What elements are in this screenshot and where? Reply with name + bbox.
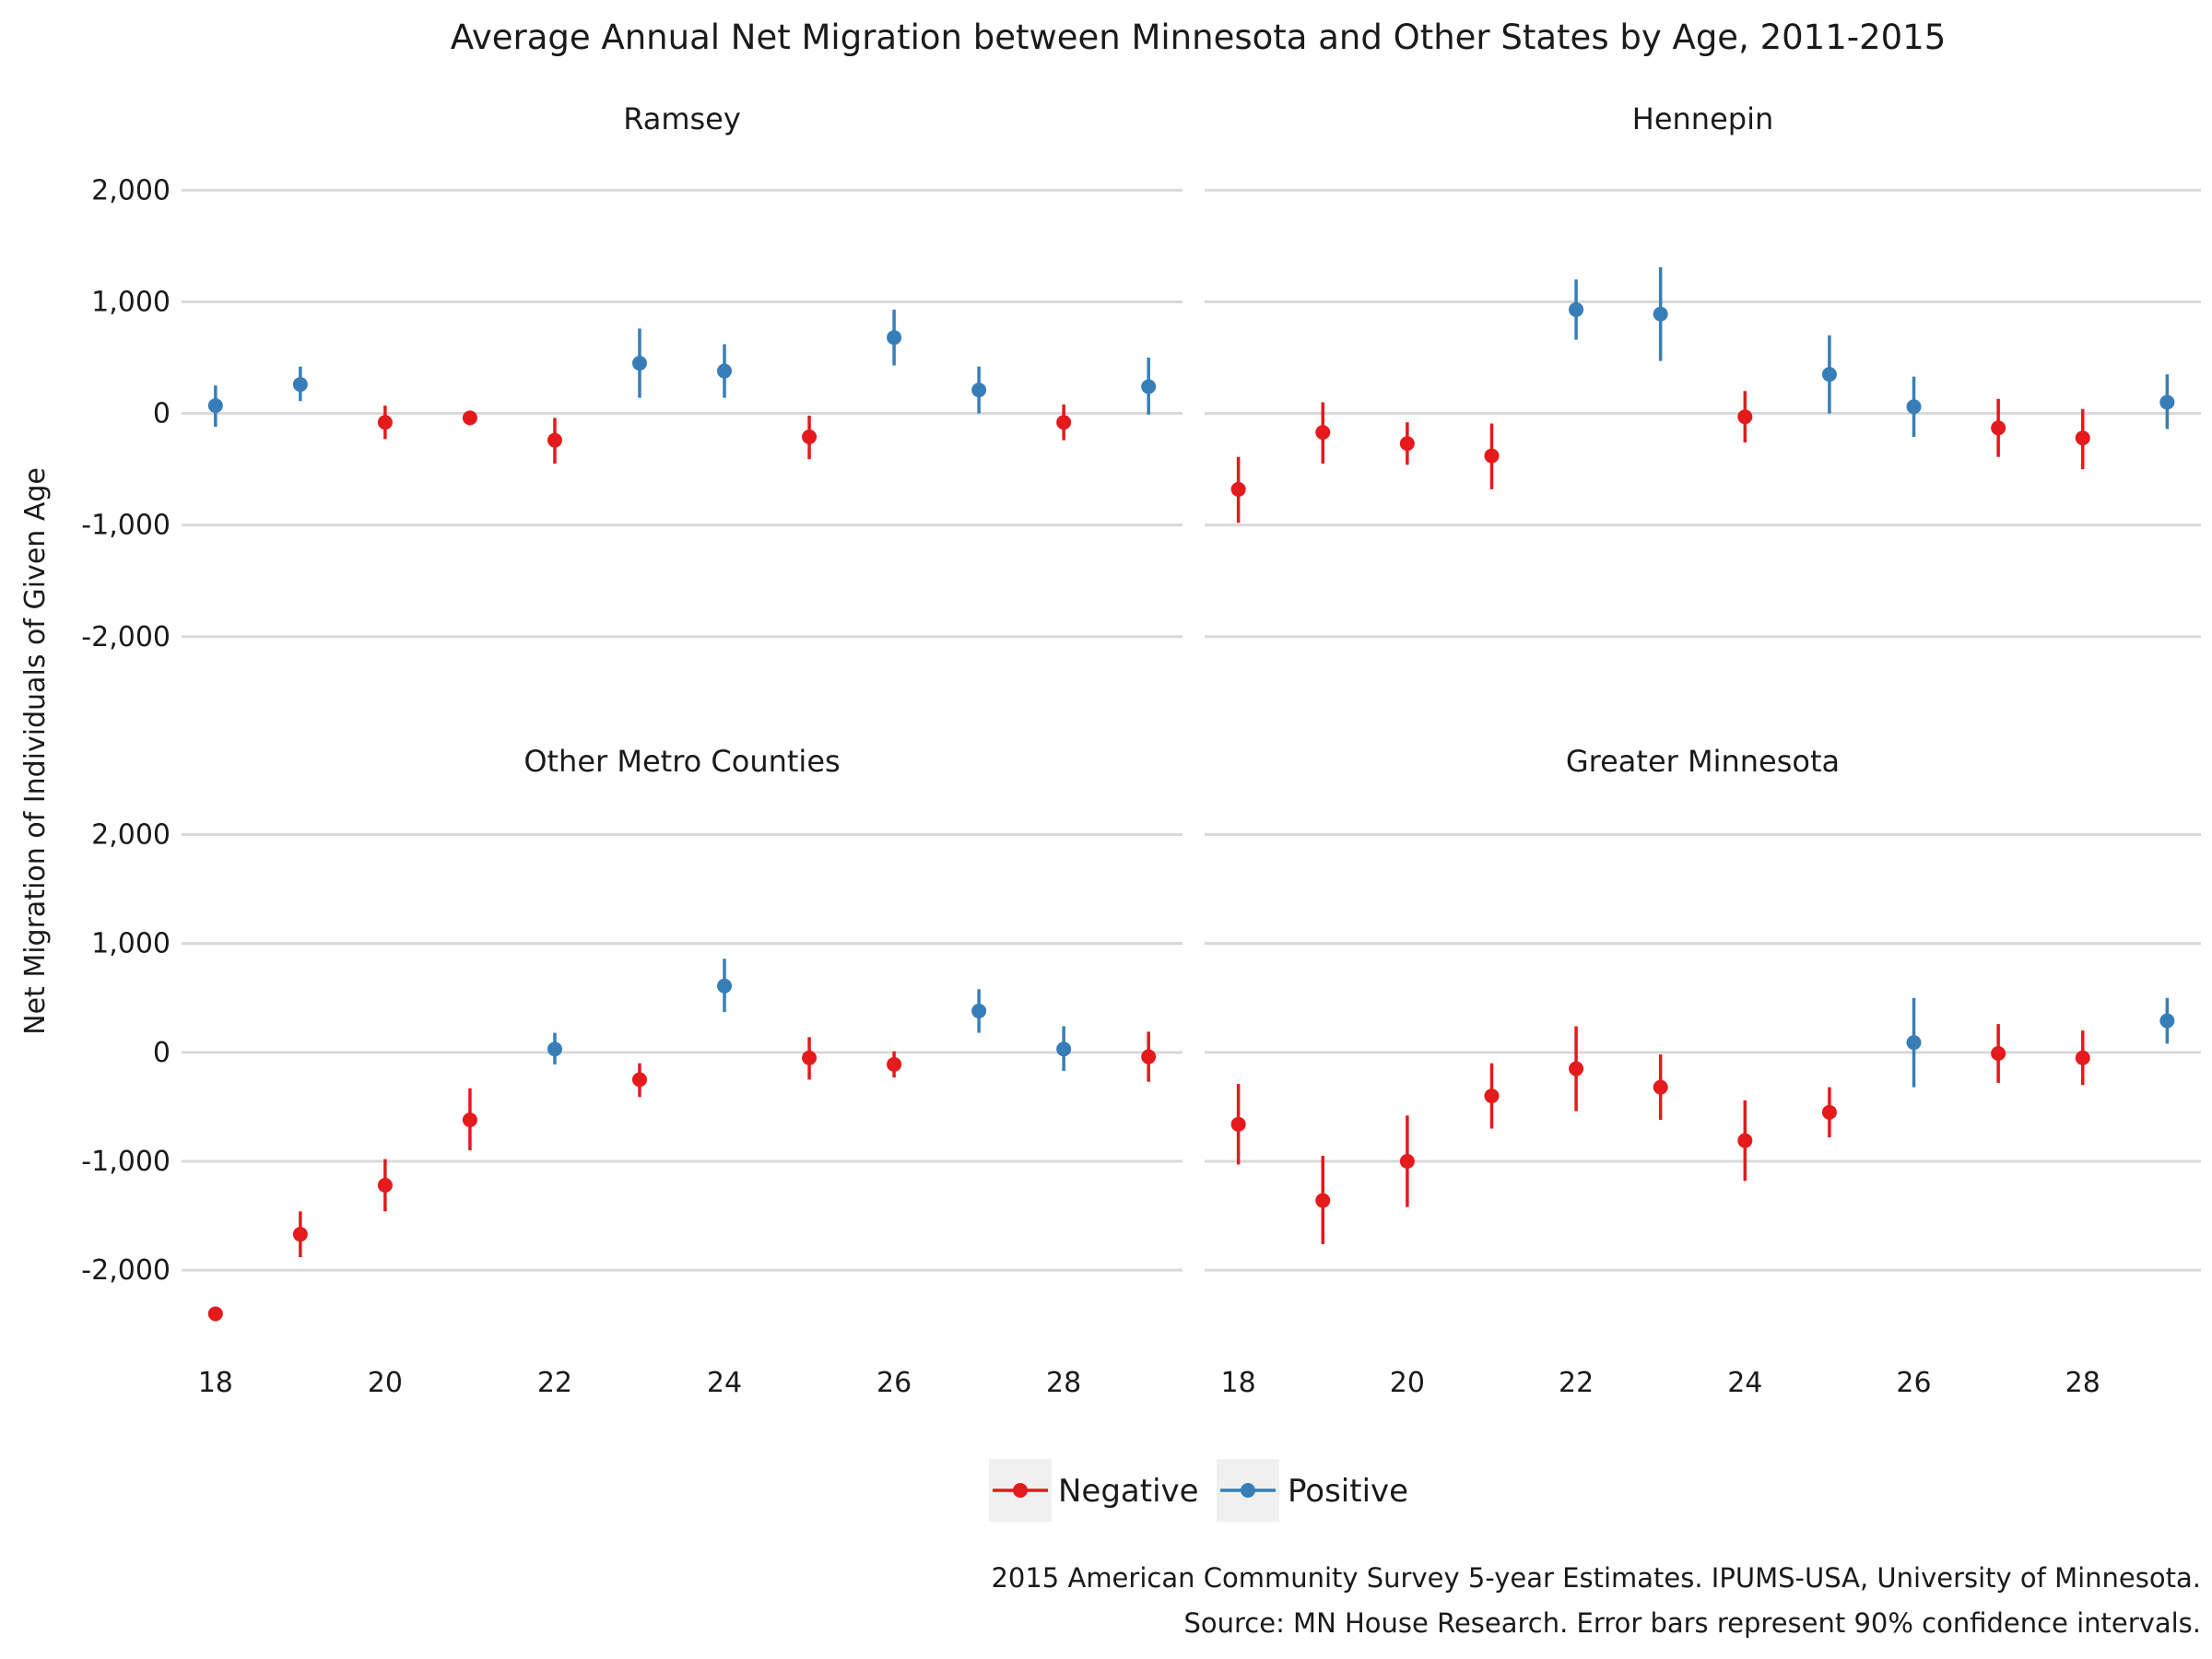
legend-label: Negative — [1058, 1473, 1199, 1510]
x-tick-label: 24 — [1727, 1367, 1762, 1399]
data-point — [1056, 415, 1072, 430]
data-point — [1484, 1088, 1500, 1104]
data-point — [717, 978, 733, 994]
data-point — [1315, 425, 1331, 441]
x-tick-label: 28 — [1046, 1367, 1081, 1399]
legend-label: Positive — [1288, 1473, 1408, 1510]
panel-title: Ramsey — [623, 101, 741, 136]
data-point — [1569, 1061, 1584, 1077]
panel-ramsey: 2,000 1,000 0 -1,000 -2,000 Ramsey — [81, 101, 1182, 653]
y-tick-label: -1,000 — [81, 1146, 171, 1178]
x-tick-label: 26 — [877, 1367, 912, 1399]
data-point — [1821, 1104, 1837, 1120]
legend-key-point — [1241, 1483, 1255, 1498]
x-tick-label: 18 — [198, 1367, 233, 1399]
data-point — [1484, 448, 1500, 464]
data-point — [1315, 1193, 1331, 1208]
panel-other-metro-counties: 2,000 1,000 0 -1,000 -2,000 18 20 22 24 26 28 Other… — [81, 744, 1182, 1399]
data-point — [2075, 430, 2090, 446]
data-point — [207, 1306, 223, 1322]
legend-item-negative: Negative — [989, 1459, 1199, 1522]
x-tick-label: 24 — [707, 1367, 742, 1399]
x-tick-label: 20 — [1390, 1367, 1425, 1399]
x-tick-label: 22 — [1559, 1367, 1594, 1399]
data-point — [887, 1056, 902, 1072]
data-point — [971, 1003, 987, 1018]
data-point — [2159, 1013, 2175, 1029]
data-point — [802, 1050, 818, 1065]
data-point — [1141, 1049, 1157, 1065]
legend-item-positive: Positive — [1217, 1459, 1408, 1522]
data-point — [1569, 301, 1584, 317]
x-tick-label: 18 — [1221, 1367, 1256, 1399]
data-point — [1399, 1154, 1415, 1169]
legend-key-point — [1013, 1483, 1028, 1498]
data-point — [377, 1178, 393, 1193]
y-tick-label: 1,000 — [91, 286, 171, 318]
y-axis-label: Net Migration of Individuals of Given Ag… — [19, 467, 52, 1035]
data-point — [1399, 436, 1415, 452]
panel-greater-minnesota: 18 20 22 24 26 28 Greater Minnesota — [1205, 744, 2201, 1399]
data-point — [462, 410, 477, 426]
data-point — [1991, 1046, 2006, 1061]
panel-title: Greater Minnesota — [1566, 744, 1840, 779]
data-point — [802, 429, 818, 444]
y-tick-label: 1,000 — [91, 928, 171, 960]
y-tick-label: -2,000 — [81, 1254, 171, 1287]
y-tick-label: -2,000 — [81, 621, 171, 653]
data-point — [547, 1041, 562, 1057]
data-point — [1906, 399, 1922, 415]
data-point — [2075, 1050, 2090, 1065]
data-point — [631, 356, 647, 371]
panel-hennepin: Hennepin — [1205, 101, 2201, 639]
caption-line-1: 2015 American Community Survey 5-year Es… — [991, 1562, 2201, 1594]
data-point — [377, 415, 393, 430]
data-point — [292, 377, 308, 393]
x-tick-label: 26 — [1896, 1367, 1931, 1399]
data-point — [1230, 481, 1246, 497]
data-point — [1991, 420, 2006, 436]
panel-title: Other Metro Counties — [524, 744, 840, 779]
data-point — [1737, 1133, 1753, 1148]
facet-panels: 2,000 1,000 0 -1,000 -2,000 Ramsey Hennepin 2,0… — [81, 101, 2201, 1399]
data-point — [2159, 394, 2175, 410]
y-tick-label: 2,000 — [91, 818, 171, 851]
data-point — [292, 1227, 308, 1242]
data-point — [971, 382, 987, 398]
legend: Negative Positive — [989, 1459, 1408, 1522]
data-point — [887, 330, 902, 346]
data-point — [207, 398, 223, 414]
data-point — [1906, 1035, 1922, 1051]
data-point — [1653, 1079, 1668, 1095]
x-tick-label: 22 — [537, 1367, 572, 1399]
y-tick-label: 0 — [153, 398, 171, 430]
caption-line-2: Source: MN House Research. Error bars re… — [1183, 1607, 2201, 1639]
data-point — [1653, 306, 1668, 322]
data-point — [1230, 1116, 1246, 1132]
data-point — [462, 1112, 477, 1128]
data-point — [547, 432, 562, 448]
x-tick-label: 28 — [2065, 1367, 2100, 1399]
data-point — [1141, 379, 1157, 394]
data-point — [1737, 409, 1753, 425]
data-point — [717, 363, 733, 379]
x-tick-label: 20 — [368, 1367, 403, 1399]
data-point — [1821, 367, 1837, 382]
y-tick-label: 2,000 — [91, 174, 171, 206]
y-tick-label: 0 — [153, 1037, 171, 1069]
chart-title: Average Annual Net Migration between Min… — [451, 18, 1947, 57]
data-point — [631, 1072, 647, 1088]
y-tick-label: -1,000 — [81, 510, 171, 542]
panel-title: Hennepin — [1632, 101, 1773, 136]
data-point — [1056, 1041, 1072, 1057]
